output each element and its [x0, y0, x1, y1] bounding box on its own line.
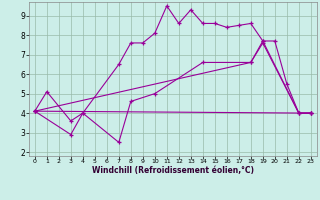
- X-axis label: Windchill (Refroidissement éolien,°C): Windchill (Refroidissement éolien,°C): [92, 166, 254, 175]
